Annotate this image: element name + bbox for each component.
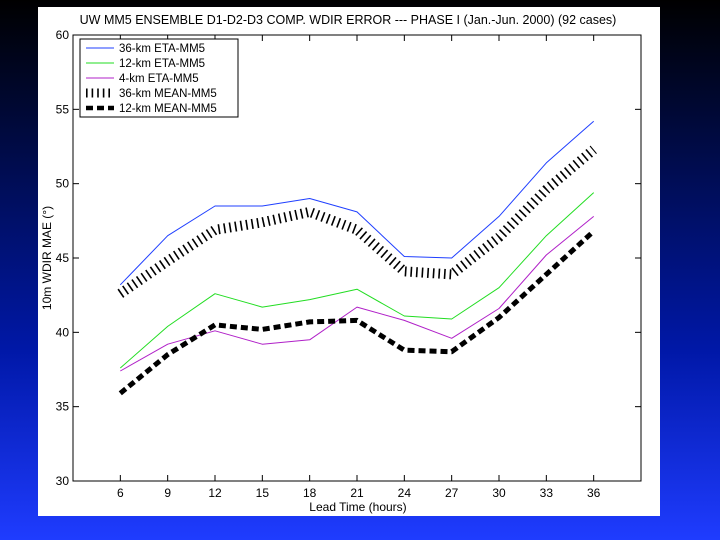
- y-tick-label: 35: [56, 400, 70, 414]
- data-point: [356, 229, 358, 231]
- data-point: [546, 254, 548, 256]
- data-point: [262, 329, 264, 331]
- data-point: [498, 216, 500, 218]
- x-tick-label: 21: [350, 486, 364, 500]
- data-point: [356, 288, 358, 290]
- y-tick-label: 45: [56, 251, 70, 265]
- y-tick-label: 55: [56, 102, 70, 116]
- x-axis-label: Lead Time (hours): [309, 500, 406, 514]
- data-point: [498, 287, 500, 289]
- x-tick-label: 33: [540, 486, 554, 500]
- legend-label: 12-km ETA-MM5: [119, 58, 205, 70]
- legend-label: 4-km ETA-MM5: [119, 73, 199, 85]
- x-tick-label: 15: [256, 486, 270, 500]
- data-point: [167, 235, 169, 237]
- data-point: [451, 351, 453, 353]
- data-point: [214, 324, 216, 326]
- data-point: [451, 257, 453, 259]
- legend-label: 36-km MEAN-MM5: [119, 88, 217, 100]
- x-tick-label: 12: [208, 486, 222, 500]
- x-tick-label: 30: [492, 486, 506, 500]
- data-point: [498, 317, 500, 319]
- series-layer: [117, 120, 597, 396]
- series-line-4: [117, 145, 597, 298]
- y-tick-label: 40: [56, 325, 70, 339]
- data-point: [214, 330, 216, 332]
- data-point: [309, 299, 311, 301]
- data-point: [356, 320, 358, 322]
- data-point: [262, 306, 264, 308]
- data-point: [404, 320, 406, 322]
- data-point: [167, 343, 169, 345]
- data-point: [498, 308, 500, 310]
- chart-title: UW MM5 ENSEMBLE D1-D2-D3 COMP. WDIR ERRO…: [80, 13, 617, 27]
- legend: 36-km ETA-MM5 12-km ETA-MM5 4-km ETA-MM5 36…: [79, 38, 239, 118]
- x-tick-label: 18: [303, 486, 317, 500]
- data-point: [451, 318, 453, 320]
- data-point: [356, 211, 358, 213]
- legend-label: 12-km MEAN-MM5: [119, 103, 217, 115]
- x-tick-label: 24: [398, 486, 412, 500]
- data-point: [262, 343, 264, 345]
- chart-figure: UW MM5 ENSEMBLE D1-D2-D3 COMP. WDIR ERRO…: [38, 7, 660, 516]
- data-point: [546, 162, 548, 164]
- data-point: [214, 229, 216, 231]
- data-point: [309, 211, 311, 213]
- series-line-3: [120, 216, 595, 372]
- data-point: [356, 306, 358, 308]
- data-point: [120, 392, 122, 394]
- data-point: [262, 222, 264, 224]
- data-point: [404, 256, 406, 258]
- data-point: [120, 293, 122, 295]
- y-tick-label: 50: [56, 177, 70, 191]
- data-point: [546, 189, 548, 191]
- data-point: [498, 236, 500, 238]
- data-point: [309, 198, 311, 200]
- data-point: [451, 274, 453, 276]
- data-point: [309, 321, 311, 323]
- series-line-1: [119, 120, 595, 286]
- y-tick-label: 60: [56, 28, 70, 42]
- x-tick-label: 9: [164, 486, 171, 500]
- data-point: [167, 354, 169, 356]
- axis-ticks: 6 9 12 15 18 21 24 27 30 33 36 30 35 40 45 50 55 60: [56, 28, 641, 500]
- data-point: [404, 349, 406, 351]
- line-chart: UW MM5 ENSEMBLE D1-D2-D3 COMP. WDIR ERRO…: [40, 13, 642, 514]
- legend-label: 36-km ETA-MM5: [119, 43, 205, 55]
- data-point: [546, 235, 548, 237]
- data-point: [214, 293, 216, 295]
- data-point: [593, 216, 595, 218]
- series-line-2: [119, 192, 595, 369]
- data-point: [593, 230, 595, 232]
- data-point: [167, 260, 169, 262]
- data-point: [593, 120, 595, 122]
- y-tick-label: 30: [56, 474, 70, 488]
- x-tick-label: 27: [445, 486, 459, 500]
- data-point: [309, 339, 311, 341]
- data-point: [120, 370, 122, 372]
- x-tick-label: 6: [117, 486, 124, 500]
- y-axis-label: 10m WDIR MAE (°): [40, 206, 54, 310]
- data-point: [214, 205, 216, 207]
- data-point: [593, 149, 595, 151]
- series-line-5: [118, 229, 596, 396]
- data-point: [120, 367, 122, 369]
- data-point: [404, 271, 406, 273]
- data-point: [593, 192, 595, 194]
- data-point: [262, 205, 264, 207]
- data-point: [451, 337, 453, 339]
- data-point: [120, 284, 122, 286]
- data-point: [167, 326, 169, 328]
- data-point: [546, 274, 548, 276]
- x-tick-label: 36: [587, 486, 601, 500]
- data-point: [404, 315, 406, 317]
